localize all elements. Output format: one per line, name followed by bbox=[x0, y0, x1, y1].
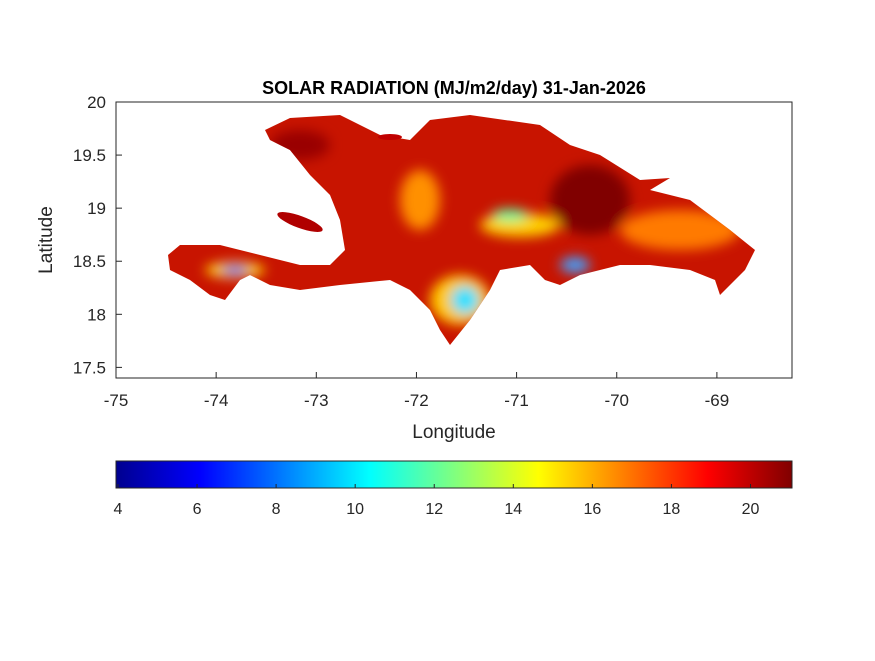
map-image bbox=[168, 115, 755, 345]
colorbar-tick-label: 18 bbox=[663, 501, 681, 518]
y-tick-label: 19.5 bbox=[73, 146, 106, 165]
colorbar-tick-label: 14 bbox=[504, 501, 522, 518]
colorbar bbox=[115, 460, 793, 489]
y-tick-label: 18.5 bbox=[73, 252, 106, 271]
x-tick-label: -70 bbox=[604, 391, 629, 410]
chart-title: SOLAR RADIATION (MJ/m2/day) 31-Jan-2026 bbox=[262, 78, 646, 98]
x-tick-label: -75 bbox=[104, 391, 129, 410]
y-tick-label: 20 bbox=[87, 93, 106, 112]
colorbar-tick-label: 20 bbox=[742, 501, 760, 518]
colorbar-tick-label: 4 bbox=[114, 501, 123, 518]
colorbar-tick-label: 12 bbox=[425, 501, 443, 518]
x-tick-label: -71 bbox=[504, 391, 529, 410]
x-tick-label: -73 bbox=[304, 391, 329, 410]
colorbar-tick-label: 6 bbox=[193, 501, 202, 518]
colorbar-tick-label: 10 bbox=[346, 501, 364, 518]
y-axis-label: Latitude bbox=[36, 206, 57, 274]
axes-box bbox=[115, 101, 793, 379]
y-tick-label: 19 bbox=[87, 199, 106, 218]
y-tick-label: 17.5 bbox=[73, 358, 106, 377]
colorbar-tick-label: 16 bbox=[583, 501, 601, 518]
y-tick-label: 18 bbox=[87, 305, 106, 324]
colorbar-tick-label: 8 bbox=[272, 501, 281, 518]
x-tick-label: -69 bbox=[705, 391, 730, 410]
x-axis-label: Longitude bbox=[412, 422, 495, 443]
x-tick-label: -74 bbox=[204, 391, 229, 410]
x-tick-label: -72 bbox=[404, 391, 429, 410]
